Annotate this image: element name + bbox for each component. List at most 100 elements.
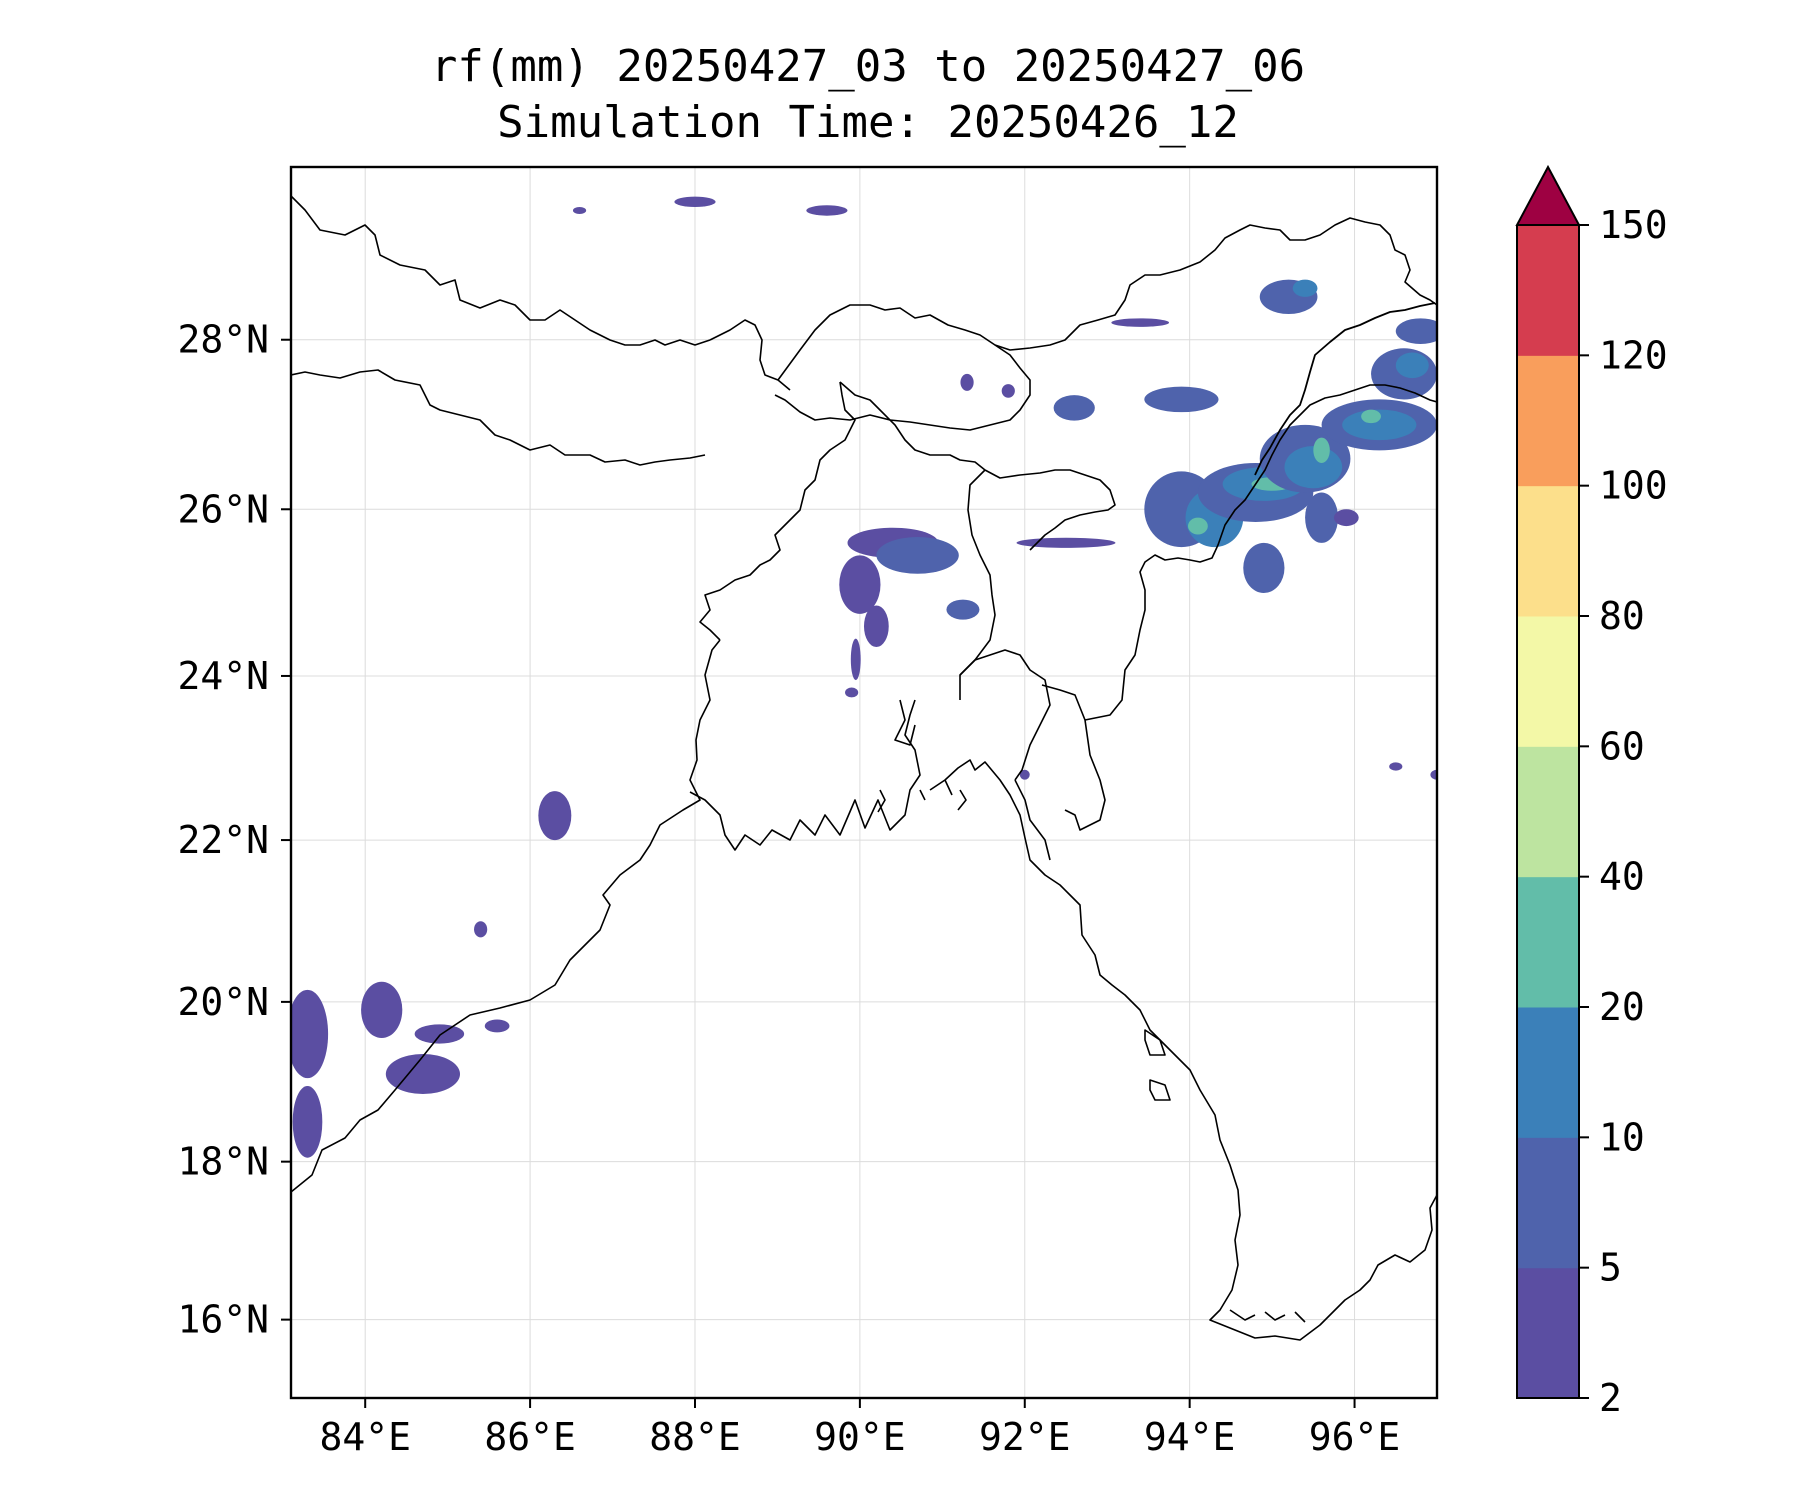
chart-subtitle: Simulation Time: 20250426_12 bbox=[497, 97, 1239, 148]
bengal-delta-coastline bbox=[689, 699, 921, 851]
rainfall-patch bbox=[361, 981, 403, 1039]
colorbar-segment bbox=[1517, 876, 1579, 1008]
rainfall-patch bbox=[1395, 318, 1437, 345]
y-tick-label: 24°N bbox=[177, 654, 269, 698]
map-gridlines bbox=[291, 167, 1437, 1398]
bangladesh-myanmar-border bbox=[1014, 779, 1051, 861]
colorbar-segment bbox=[1517, 1007, 1579, 1138]
rainfall-patch bbox=[1019, 769, 1030, 780]
rainfall-patch bbox=[1292, 279, 1318, 297]
x-tick-label: 96°E bbox=[1309, 1415, 1401, 1459]
colorbar: 2 5 10 20 40 60 80 100 120 150 bbox=[1515, 164, 1668, 1420]
rainfall-patch bbox=[1333, 509, 1359, 527]
rainfall-patch bbox=[839, 555, 881, 614]
colorbar-tick-label: 2 bbox=[1599, 1376, 1622, 1420]
rainfall-patch bbox=[1053, 395, 1095, 421]
colorbar-tick-label: 40 bbox=[1599, 855, 1645, 899]
rainfall-patch bbox=[484, 1019, 510, 1033]
rainfall-patch bbox=[946, 599, 980, 620]
colorbar-tick-label: 120 bbox=[1599, 333, 1668, 377]
rainfall-patch bbox=[674, 196, 716, 208]
rainfall-patch bbox=[1389, 762, 1403, 771]
sundarban-islands bbox=[877, 699, 967, 813]
rainfall-patch bbox=[1313, 437, 1330, 463]
colorbar-segment bbox=[1517, 1267, 1579, 1399]
colorbar-segment bbox=[1517, 355, 1579, 487]
rainfall-patch bbox=[876, 536, 959, 574]
rainfall-patch bbox=[1001, 384, 1015, 398]
colorbar-tick-label: 100 bbox=[1599, 464, 1668, 508]
colorbar-outline bbox=[1516, 225, 1580, 1399]
colorbar-tick-label: 10 bbox=[1599, 1115, 1645, 1159]
rainfall-patch bbox=[292, 1086, 323, 1158]
rainfall-patch bbox=[1284, 446, 1343, 489]
myanmar-coastal-islands bbox=[1144, 1029, 1306, 1323]
rainfall-patch bbox=[474, 921, 488, 938]
rainfall-patch bbox=[1305, 492, 1339, 543]
rainfall-patch bbox=[806, 205, 848, 216]
rainfall-patch bbox=[572, 207, 587, 214]
colorbar-segment bbox=[1517, 225, 1579, 356]
coastlines-and-borders bbox=[291, 195, 1437, 1341]
rainfall-patch bbox=[385, 1054, 461, 1095]
y-tick-label: 20°N bbox=[177, 980, 269, 1024]
y-tick-label: 28°N bbox=[177, 318, 269, 362]
mizoram-myanmar-border bbox=[1041, 684, 1106, 831]
rainfall-patch bbox=[291, 989, 329, 1079]
x-tick-label: 94°E bbox=[1144, 1415, 1236, 1459]
map-axes: 84°E 86°E 88°E 90°E 92°E 94°E 96°E 16°N 18°N 20°N… bbox=[177, 318, 1400, 1459]
y-tick-label: 22°N bbox=[177, 818, 269, 862]
x-tick-label: 84°E bbox=[319, 1415, 411, 1459]
y-tick-label: 16°N bbox=[177, 1298, 269, 1342]
bangladesh-west-border bbox=[699, 381, 856, 641]
bhutan-border bbox=[774, 304, 1031, 431]
nepal-south-border bbox=[291, 369, 706, 466]
rainfall-patch bbox=[1361, 409, 1381, 424]
rainfall-patch bbox=[850, 638, 861, 681]
map-frame bbox=[289, 165, 1439, 1400]
colorbar-extend-arrow bbox=[1515, 164, 1581, 226]
x-tick-label: 90°E bbox=[814, 1415, 906, 1459]
arunachal-north-border bbox=[994, 217, 1437, 351]
colorbar-segment bbox=[1517, 485, 1579, 617]
rainfall-patch bbox=[1188, 517, 1208, 535]
colorbar-segment bbox=[1517, 746, 1579, 878]
bangladesh-south-border bbox=[984, 469, 1116, 551]
india-myanmar-border bbox=[1084, 384, 1437, 721]
x-tick-label: 92°E bbox=[979, 1415, 1071, 1459]
rainfall-patch bbox=[1342, 409, 1417, 441]
rainfall-patch bbox=[538, 791, 572, 841]
colorbar-tick-label: 20 bbox=[1599, 985, 1645, 1029]
y-tick-label: 26°N bbox=[177, 487, 269, 531]
rainfall-patch bbox=[1395, 352, 1429, 379]
colorbar-tick-label: 150 bbox=[1599, 203, 1668, 247]
colorbar-segment bbox=[1517, 1137, 1579, 1269]
rainfall-patch bbox=[960, 373, 974, 391]
rainfall-patch bbox=[1243, 542, 1285, 594]
nepal-north-border bbox=[291, 195, 711, 346]
colorbar-tick-label: 60 bbox=[1599, 724, 1645, 768]
rainfall-patch bbox=[414, 1024, 465, 1044]
colorbar-tick-label: 80 bbox=[1599, 594, 1645, 638]
rainfall-patch bbox=[864, 605, 889, 648]
rainfall-patch bbox=[1144, 386, 1219, 413]
rainfall-patch bbox=[845, 687, 859, 698]
tripura-border bbox=[959, 649, 1051, 781]
rainfall-patch bbox=[1111, 318, 1170, 327]
colorbar-segment bbox=[1517, 616, 1579, 747]
bangladesh-east-border bbox=[959, 469, 996, 700]
rainfall-patch bbox=[1430, 769, 1437, 780]
colorbar-tick-label: 5 bbox=[1599, 1246, 1622, 1290]
rainfall-patch bbox=[1016, 537, 1116, 548]
sikkim-border bbox=[709, 319, 791, 391]
rainfall-fill-layer bbox=[291, 196, 1437, 1158]
x-tick-label: 86°E bbox=[484, 1415, 576, 1459]
y-tick-label: 18°N bbox=[177, 1140, 269, 1184]
assam-arunachal-border bbox=[1254, 302, 1436, 476]
meghna-estuary-coast bbox=[929, 759, 1437, 1341]
x-tick-label: 88°E bbox=[649, 1415, 741, 1459]
chart-title: rf(mm) 20250427_03 to 20250427_06 bbox=[430, 41, 1306, 92]
india-east-coastline bbox=[291, 639, 721, 1193]
bangladesh-north-border bbox=[839, 381, 986, 471]
